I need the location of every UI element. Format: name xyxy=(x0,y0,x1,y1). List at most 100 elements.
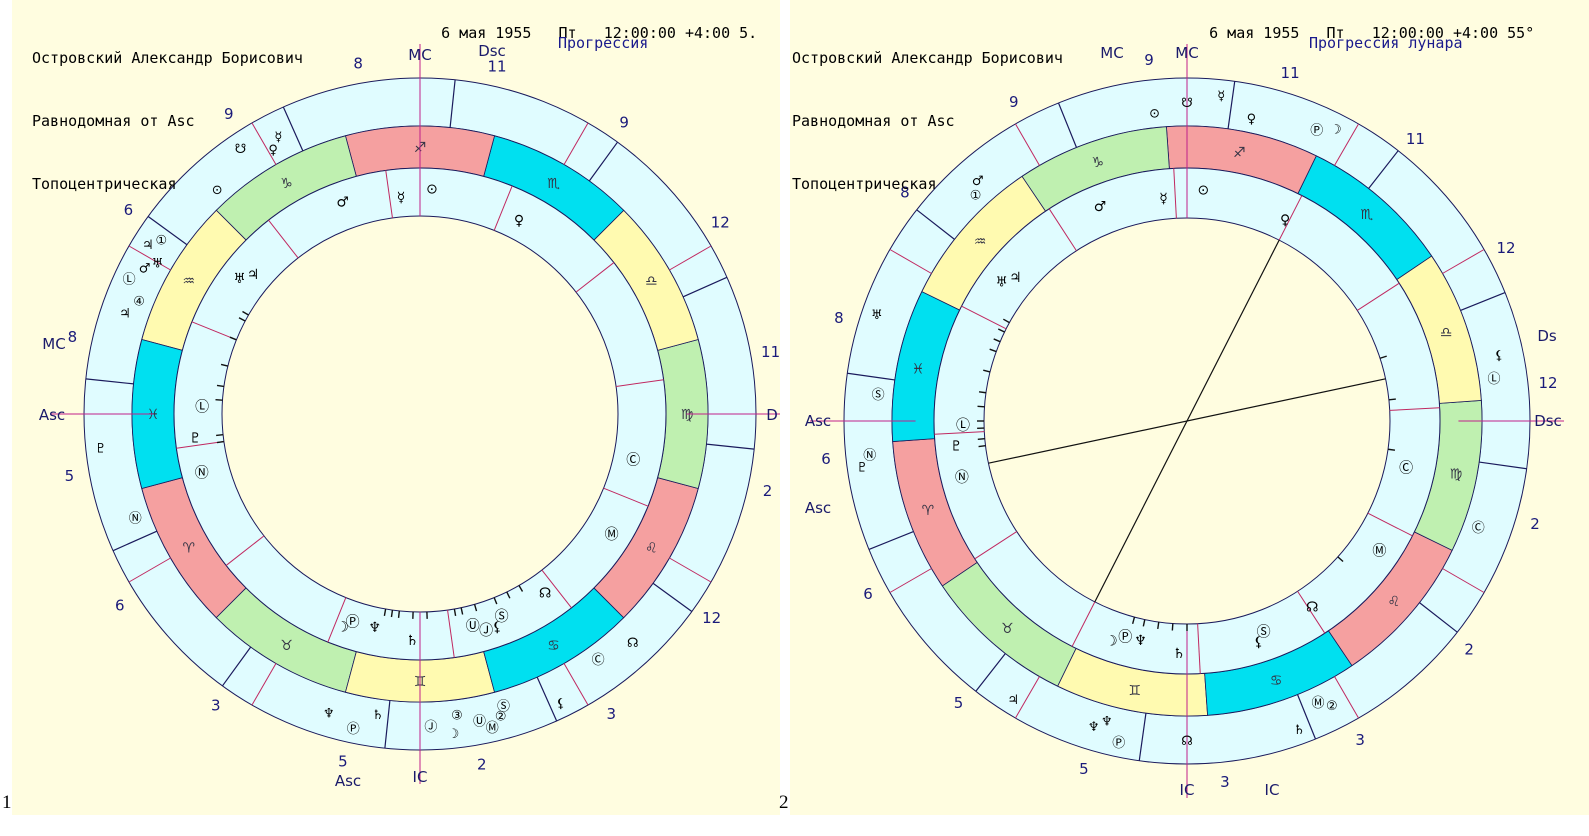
house-number: 9 xyxy=(1144,51,1154,69)
truncated-coord: 55° xyxy=(1507,24,1535,42)
house-number: 11 xyxy=(761,343,780,361)
outer-planet-glyph: Ⓒ xyxy=(592,653,605,668)
inner-house-cusp xyxy=(1048,208,1077,252)
outer-planet-glyph: ☋ xyxy=(1181,96,1193,111)
inner-planet-glyph: Ⓢ xyxy=(495,609,509,625)
inner-house-cusp xyxy=(1389,407,1440,411)
outer-planet-glyph: Ⓤ xyxy=(473,714,486,729)
zodiac-sign-glyph: ♉ xyxy=(280,638,293,654)
angle-label: IC xyxy=(1265,781,1280,799)
zodiac-sign-glyph: ♐ xyxy=(1233,145,1246,161)
outer-house-cusp xyxy=(1334,676,1359,719)
outer-planet-glyph: ① xyxy=(970,188,982,203)
progressed-cusp xyxy=(536,676,558,722)
planet-tick xyxy=(238,317,246,322)
inner-house-cusp xyxy=(225,535,265,566)
planet-tick xyxy=(383,608,387,617)
angle-label: Asc xyxy=(39,406,65,424)
house-number: 9 xyxy=(1009,93,1019,111)
house-number: 12 xyxy=(1496,239,1515,257)
inner-planet-glyph: Ⓙ xyxy=(479,623,493,639)
outer-planet-glyph: ♇ xyxy=(856,461,868,476)
inner-house-cusp xyxy=(1197,623,1201,674)
progressed-cusp xyxy=(147,216,188,246)
angle-label: MC xyxy=(42,335,65,353)
outer-planet-glyph: Ⓢ xyxy=(872,388,885,403)
progressed-cusp xyxy=(916,209,955,240)
zodiac-sign-glyph: ♉ xyxy=(1001,621,1014,637)
outer-planet-glyph: ♂ xyxy=(139,262,151,277)
zodiac-sign-glyph: ♓ xyxy=(147,407,160,423)
planet-tick xyxy=(1387,448,1396,451)
inner-planet-glyph: ♅ xyxy=(233,271,246,287)
house-number: 9 xyxy=(619,113,629,131)
inner-house-cusp xyxy=(1297,590,1326,634)
planet-tick xyxy=(216,434,224,437)
house-number: 8 xyxy=(834,309,844,327)
zodiac-sign-glyph: ♓ xyxy=(912,362,925,378)
progressed-cusp xyxy=(652,582,693,612)
progressed-cusp xyxy=(1227,81,1236,129)
outer-house-cusp xyxy=(128,557,171,583)
outer-house-cusp xyxy=(669,245,712,271)
house-number: 6 xyxy=(863,585,873,603)
inner-house-cusp xyxy=(385,170,393,218)
inner-planet-glyph: ☽ xyxy=(336,619,349,635)
house-system: Равнодомная от Asc xyxy=(792,112,955,130)
inner-planet-glyph: ♂ xyxy=(1094,199,1107,215)
angle-label: IC xyxy=(413,768,428,786)
inner-planet-glyph: ♀ xyxy=(514,213,524,229)
outer-planet-glyph: ⚸ xyxy=(1494,349,1504,364)
progressed-cusp xyxy=(1057,102,1078,148)
outer-house-cusp xyxy=(1015,676,1040,719)
progressed-cusp xyxy=(85,378,134,385)
outer-house-cusp xyxy=(128,245,171,271)
inner-house-cusp xyxy=(493,185,513,231)
panel1-mode-label: Прогрессия xyxy=(558,34,649,52)
coordinate-system: Топоцентрическая xyxy=(792,175,937,193)
inner-house-cusp xyxy=(447,610,455,658)
zodiac-sign-glyph: ♏ xyxy=(1360,207,1373,223)
progressed-cusp xyxy=(112,530,158,552)
outer-house-cusp xyxy=(1442,249,1485,274)
zodiac-sign-glyph: ♒ xyxy=(182,274,195,290)
inner-house-cusp xyxy=(191,321,237,341)
outer-planet-glyph: ☋ xyxy=(235,142,247,157)
inner-house-cusp xyxy=(575,262,615,293)
house-number: 5 xyxy=(65,467,75,485)
outer-planet-glyph: ♄ xyxy=(1293,723,1305,738)
planet-tick xyxy=(1388,398,1396,401)
inner-house-cusp xyxy=(268,219,299,259)
house-number: 9 xyxy=(224,105,234,123)
outer-house-cusp xyxy=(889,249,932,274)
angle-label: Asc xyxy=(335,772,361,790)
zodiac-sign-glyph: ♊ xyxy=(1128,683,1141,699)
house-number: 2 xyxy=(1464,640,1474,658)
inner-house-cusp xyxy=(1071,601,1096,647)
house-number: 11 xyxy=(1406,130,1425,148)
outer-planet-glyph: Ⓟ xyxy=(1112,736,1125,751)
zodiac-sign-glyph: ♏ xyxy=(547,176,560,192)
outer-planet-glyph: ⊙ xyxy=(1149,107,1160,122)
outer-planet-glyph: ♃ xyxy=(142,238,154,253)
house-number: 8 xyxy=(68,328,78,346)
natal-lunar-progression-wheel-2: ♈ ♉ ♊ ♋ ♌ ♍ ♎ ♏ ♐ ♑ ♒ ♓ MC MC Ds Dsc Asc Asc IC IC 9 9 8 8 6 6 5 5 3… xyxy=(805,44,1564,799)
panel1-datetime: 6 мая 1955 Пт 12:00:00 +4:00 5. xyxy=(405,6,757,60)
inner-house-cusp xyxy=(1173,168,1177,219)
inner-house-cusp xyxy=(541,569,572,609)
outer-house-cusp xyxy=(1334,123,1359,166)
outer-planet-glyph: Ⓛ xyxy=(123,272,136,287)
house-number: 2 xyxy=(763,482,773,500)
planet-tick xyxy=(1131,616,1136,625)
outer-planet-glyph: ♃ xyxy=(1007,693,1019,708)
zodiac-sign-glyph: ♎ xyxy=(1440,325,1453,341)
zodiac-sign-glyph: ♎ xyxy=(645,274,658,290)
inner-planet-glyph: ♀ xyxy=(1280,213,1290,229)
outer-planet-glyph: ♇ xyxy=(95,442,107,457)
inner-house-cusp xyxy=(616,379,664,387)
planet-tick xyxy=(983,369,991,373)
planet-tick xyxy=(493,597,498,605)
outer-planet-glyph: ④ xyxy=(133,294,145,309)
zodiac-sign-glyph: ♌ xyxy=(1388,594,1401,610)
